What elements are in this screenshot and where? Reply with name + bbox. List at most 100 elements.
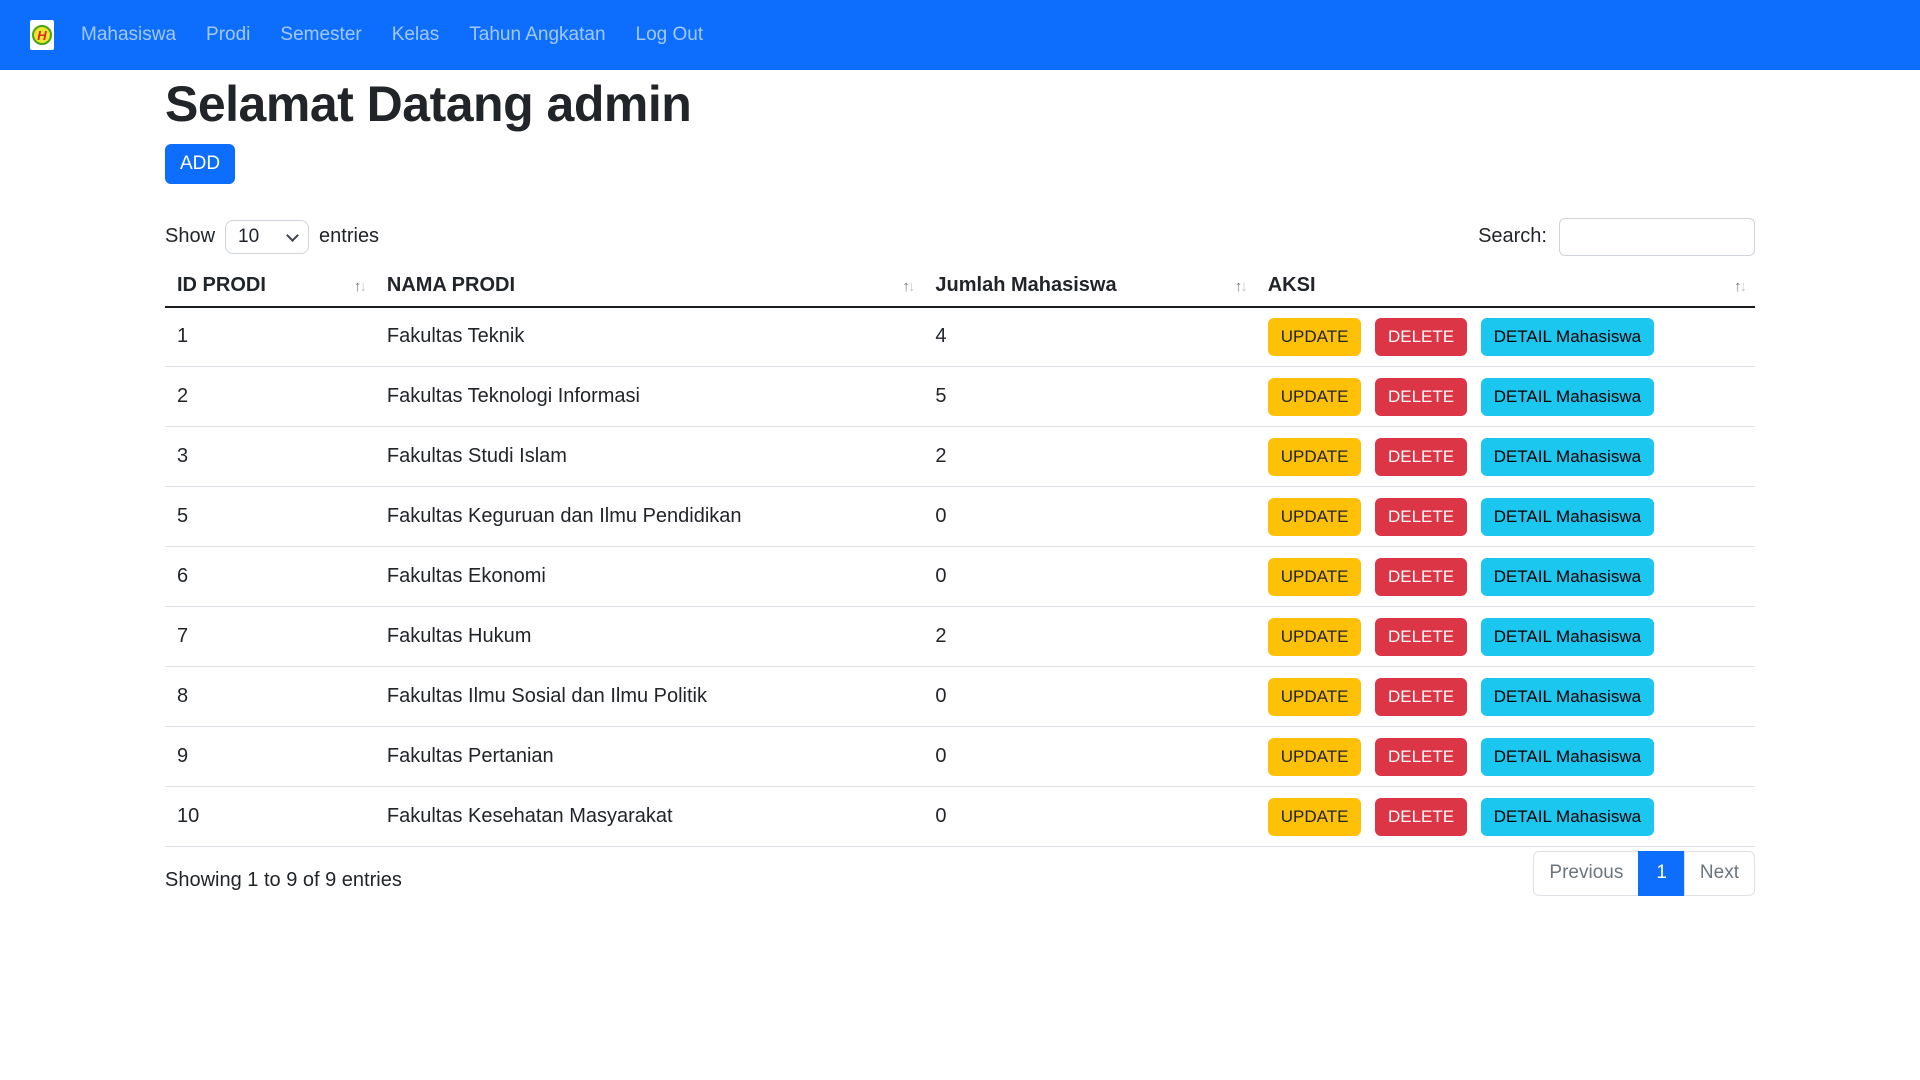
update-button[interactable]: UPDATE bbox=[1267, 497, 1362, 536]
show-label: Show bbox=[165, 225, 216, 247]
nav-item-tahun-angkatan[interactable]: Tahun Angkatan bbox=[469, 24, 606, 45]
cell-jumlah-mahasiswa: 5 bbox=[923, 366, 1256, 427]
cell-id-prodi: 9 bbox=[165, 726, 375, 787]
pagination-previous[interactable]: Previous bbox=[1533, 851, 1640, 896]
table-row: 5 Fakultas Keguruan dan Ilmu Pendidikan … bbox=[165, 486, 1755, 547]
cell-jumlah-mahasiswa: 2 bbox=[923, 426, 1256, 487]
table-header-row: ID PRODI ↑↓ NAMA PRODI ↑↓ Jumlah Mahasis… bbox=[165, 267, 1755, 308]
page-title: Selamat Datang admin bbox=[165, 76, 692, 132]
nav-item-mahasiswa[interactable]: Mahasiswa bbox=[81, 24, 177, 45]
delete-button[interactable]: DELETE bbox=[1374, 497, 1468, 536]
main-content: Selamat Datang admin ADD Show 10 entries… bbox=[165, 76, 1755, 896]
search-input[interactable] bbox=[1559, 217, 1755, 256]
detail-mahasiswa-button[interactable]: DETAIL Mahasiswa bbox=[1480, 377, 1655, 416]
delete-button[interactable]: DELETE bbox=[1374, 377, 1468, 416]
table-row: 3 Fakultas Studi Islam 2 UPDATE DELETE D… bbox=[165, 426, 1755, 487]
update-button[interactable]: UPDATE bbox=[1267, 377, 1362, 416]
delete-button[interactable]: DELETE bbox=[1374, 557, 1468, 596]
delete-button[interactable]: DELETE bbox=[1374, 797, 1468, 836]
nav-item-kelas[interactable]: Kelas bbox=[391, 24, 440, 45]
cell-jumlah-mahasiswa: 0 bbox=[923, 486, 1256, 547]
pagination-page-1[interactable]: 1 bbox=[1638, 851, 1685, 896]
update-button[interactable]: UPDATE bbox=[1267, 677, 1362, 716]
table-row: 6 Fakultas Ekonomi 0 UPDATE DELETE DETAI… bbox=[165, 546, 1755, 607]
cell-nama-prodi: Fakultas Keguruan dan Ilmu Pendidikan bbox=[374, 486, 924, 547]
cell-id-prodi: 5 bbox=[165, 486, 375, 547]
brand-logo[interactable]: H bbox=[30, 20, 54, 50]
table-controls: Show 10 entries Search: bbox=[165, 217, 1755, 256]
cell-jumlah-mahasiswa: 0 bbox=[923, 726, 1256, 787]
cell-id-prodi: 7 bbox=[165, 606, 375, 667]
table-info: Showing 1 to 9 of 9 entries bbox=[165, 869, 402, 891]
cell-id-prodi: 6 bbox=[165, 546, 375, 607]
column-header-label: ID PRODI bbox=[177, 273, 266, 296]
update-button[interactable]: UPDATE bbox=[1267, 557, 1362, 596]
sort-icon: ↑↓ bbox=[1234, 277, 1248, 295]
detail-mahasiswa-button[interactable]: DETAIL Mahasiswa bbox=[1480, 617, 1655, 656]
delete-button[interactable]: DELETE bbox=[1374, 317, 1468, 356]
column-header-id-prodi[interactable]: ID PRODI ↑↓ bbox=[165, 267, 375, 308]
detail-mahasiswa-button[interactable]: DETAIL Mahasiswa bbox=[1480, 437, 1655, 476]
table-row: 7 Fakultas Hukum 2 UPDATE DELETE DETAIL … bbox=[165, 606, 1755, 667]
column-header-label: AKSI bbox=[1267, 273, 1316, 296]
cell-aksi: UPDATE DELETE DETAIL Mahasiswa bbox=[1255, 666, 1755, 727]
page-length-select[interactable]: 10 bbox=[225, 219, 310, 254]
cell-jumlah-mahasiswa: 4 bbox=[923, 306, 1256, 367]
detail-mahasiswa-button[interactable]: DETAIL Mahasiswa bbox=[1480, 797, 1655, 836]
cell-aksi: UPDATE DELETE DETAIL Mahasiswa bbox=[1255, 786, 1755, 847]
update-button[interactable]: UPDATE bbox=[1267, 737, 1362, 776]
add-button[interactable]: ADD bbox=[165, 143, 236, 184]
top-navbar: H Mahasiswa Prodi Semester Kelas Tahun A… bbox=[0, 0, 1920, 70]
delete-button[interactable]: DELETE bbox=[1374, 737, 1468, 776]
cell-aksi: UPDATE DELETE DETAIL Mahasiswa bbox=[1255, 426, 1755, 487]
update-button[interactable]: UPDATE bbox=[1267, 797, 1362, 836]
delete-button[interactable]: DELETE bbox=[1374, 617, 1468, 656]
prodi-table-body: 1 Fakultas Teknik 4 UPDATE DELETE DETAIL… bbox=[165, 306, 1755, 847]
cell-aksi: UPDATE DELETE DETAIL Mahasiswa bbox=[1255, 486, 1755, 547]
table-row: 1 Fakultas Teknik 4 UPDATE DELETE DETAIL… bbox=[165, 306, 1755, 367]
sort-icon: ↑↓ bbox=[902, 277, 915, 295]
cell-id-prodi: 1 bbox=[165, 306, 375, 367]
update-button[interactable]: UPDATE bbox=[1267, 617, 1362, 656]
entries-label: entries bbox=[319, 225, 380, 247]
cell-nama-prodi: Fakultas Ekonomi bbox=[374, 546, 924, 607]
cell-aksi: UPDATE DELETE DETAIL Mahasiswa bbox=[1255, 546, 1755, 607]
cell-id-prodi: 8 bbox=[165, 666, 375, 727]
delete-button[interactable]: DELETE bbox=[1374, 437, 1468, 476]
nav-item-log-out[interactable]: Log Out bbox=[635, 24, 704, 45]
prodi-table: ID PRODI ↑↓ NAMA PRODI ↑↓ Jumlah Mahasis… bbox=[165, 267, 1755, 847]
column-header-jumlah-mahasiswa[interactable]: Jumlah Mahasiswa ↑↓ bbox=[923, 267, 1256, 308]
delete-button[interactable]: DELETE bbox=[1374, 677, 1468, 716]
update-button[interactable]: UPDATE bbox=[1267, 317, 1362, 356]
table-row: 2 Fakultas Teknologi Informasi 5 UPDATE … bbox=[165, 366, 1755, 427]
nav-item-prodi[interactable]: Prodi bbox=[206, 24, 251, 45]
nav-item-semester[interactable]: Semester bbox=[280, 24, 362, 45]
cell-jumlah-mahasiswa: 0 bbox=[923, 786, 1256, 847]
column-header-aksi[interactable]: AKSI ↑↓ bbox=[1255, 267, 1755, 308]
cell-jumlah-mahasiswa: 0 bbox=[923, 546, 1256, 607]
column-header-label: Jumlah Mahasiswa bbox=[935, 273, 1117, 296]
column-header-label: NAMA PRODI bbox=[386, 273, 516, 296]
update-button[interactable]: UPDATE bbox=[1267, 437, 1362, 476]
page-length-control: Show 10 entries bbox=[165, 219, 380, 254]
detail-mahasiswa-button[interactable]: DETAIL Mahasiswa bbox=[1480, 737, 1655, 776]
detail-mahasiswa-button[interactable]: DETAIL Mahasiswa bbox=[1480, 497, 1655, 536]
cell-nama-prodi: Fakultas Kesehatan Masyarakat bbox=[374, 786, 924, 847]
cell-aksi: UPDATE DELETE DETAIL Mahasiswa bbox=[1255, 366, 1755, 427]
cell-id-prodi: 10 bbox=[165, 786, 375, 847]
cell-nama-prodi: Fakultas Studi Islam bbox=[374, 426, 924, 487]
cell-nama-prodi: Fakultas Teknologi Informasi bbox=[374, 366, 924, 427]
detail-mahasiswa-button[interactable]: DETAIL Mahasiswa bbox=[1480, 317, 1655, 356]
pagination-next[interactable]: Next bbox=[1683, 851, 1755, 896]
navbar-links: Mahasiswa Prodi Semester Kelas Tahun Ang… bbox=[66, 24, 718, 46]
cell-nama-prodi: Fakultas Pertanian bbox=[374, 726, 924, 787]
cell-id-prodi: 3 bbox=[165, 426, 375, 487]
sort-icon: ↑↓ bbox=[353, 277, 367, 295]
column-header-nama-prodi[interactable]: NAMA PRODI ↑↓ bbox=[374, 267, 924, 308]
cell-nama-prodi: Fakultas Ilmu Sosial dan Ilmu Politik bbox=[374, 666, 924, 727]
cell-aksi: UPDATE DELETE DETAIL Mahasiswa bbox=[1255, 306, 1755, 367]
detail-mahasiswa-button[interactable]: DETAIL Mahasiswa bbox=[1480, 557, 1655, 596]
cell-id-prodi: 2 bbox=[165, 366, 375, 427]
detail-mahasiswa-button[interactable]: DETAIL Mahasiswa bbox=[1480, 677, 1655, 716]
cell-jumlah-mahasiswa: 2 bbox=[923, 606, 1256, 667]
